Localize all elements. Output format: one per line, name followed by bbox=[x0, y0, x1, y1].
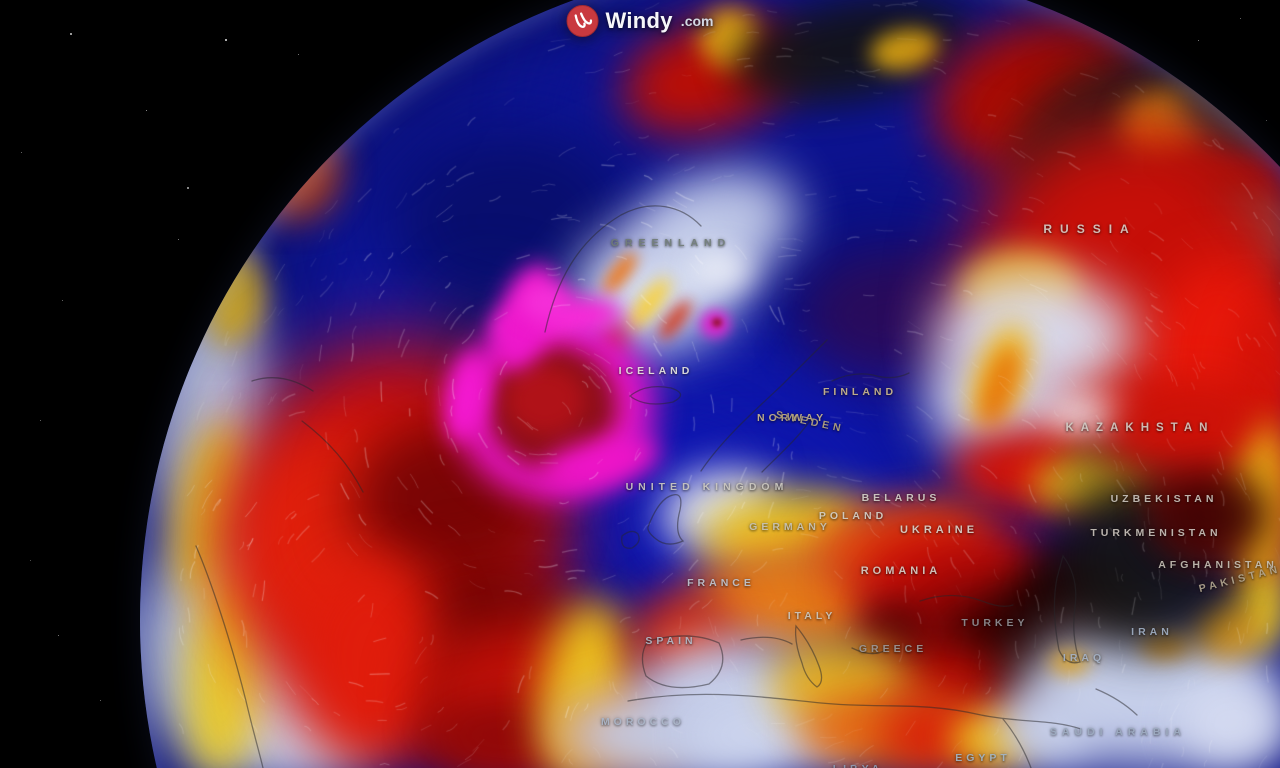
coastline-iberia bbox=[642, 636, 722, 688]
coastline-iceland bbox=[630, 387, 681, 404]
star bbox=[58, 635, 59, 636]
coastline-uk bbox=[648, 495, 683, 544]
windy-logo-tld: .com bbox=[681, 13, 714, 29]
coastline-ireland bbox=[622, 531, 639, 548]
coastline-black-sea bbox=[920, 596, 1013, 607]
coastline-italy bbox=[796, 626, 822, 687]
windy-globe-screenshot: GREENLAND ICELAND FINLAND NORWAY SWEDEN UNITE… bbox=[0, 0, 1280, 768]
star bbox=[100, 700, 101, 701]
globe-surface bbox=[140, 0, 1280, 768]
star bbox=[40, 420, 41, 421]
coastline-canada bbox=[252, 378, 363, 492]
star bbox=[30, 560, 31, 561]
windy-logo-text: Windy bbox=[606, 8, 673, 34]
coastline-kola bbox=[832, 373, 909, 381]
windy-logo-icon bbox=[567, 5, 599, 37]
windy-logo[interactable]: Windy .com bbox=[567, 5, 714, 37]
star bbox=[21, 152, 22, 153]
coastline-sweden bbox=[762, 419, 811, 472]
star bbox=[62, 300, 63, 301]
coastline-america-east bbox=[196, 546, 263, 768]
coastline-mediterranean bbox=[741, 637, 886, 653]
coastline-red-sea bbox=[1003, 719, 1031, 768]
star bbox=[70, 33, 72, 35]
coastline-north-africa bbox=[628, 694, 1081, 729]
coastlines-layer bbox=[140, 0, 1280, 768]
coastline-greenland bbox=[545, 206, 701, 332]
coastline-norway bbox=[701, 340, 827, 471]
coastline-caspian-sea bbox=[1054, 556, 1080, 663]
earth-globe[interactable] bbox=[140, 0, 1280, 768]
coastline-persian-gulf bbox=[1096, 689, 1137, 715]
